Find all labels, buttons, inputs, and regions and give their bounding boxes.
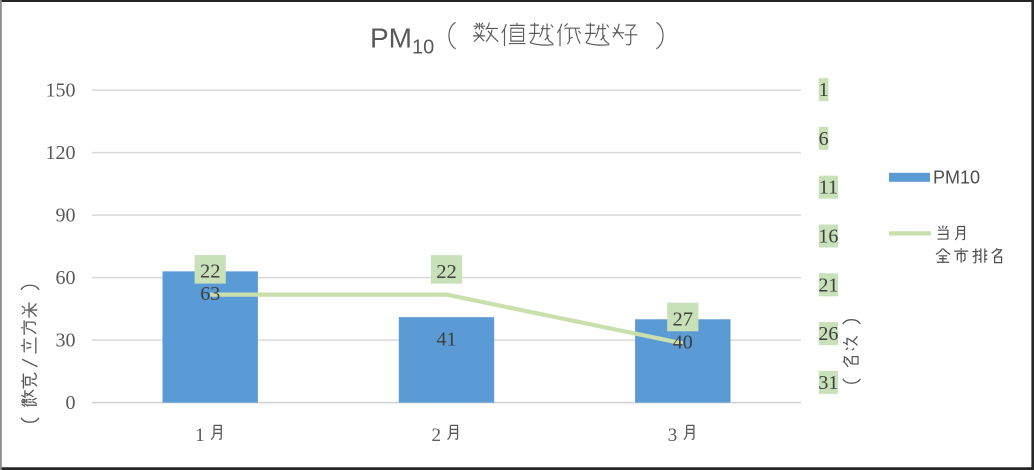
svg-text:11: 11 [819, 177, 838, 199]
svg-text:90: 90 [56, 205, 76, 227]
svg-text:6: 6 [819, 128, 829, 150]
svg-text:3: 3 [668, 425, 678, 446]
svg-text:27: 27 [673, 308, 694, 330]
svg-text:16: 16 [818, 226, 838, 248]
svg-text:22: 22 [436, 261, 457, 283]
svg-text:150: 150 [46, 80, 76, 102]
svg-text:120: 120 [46, 142, 76, 164]
svg-text:60: 60 [56, 267, 76, 289]
svg-text:26: 26 [818, 323, 838, 345]
svg-text:2: 2 [431, 425, 441, 446]
svg-text:PM10: PM10 [933, 168, 980, 188]
svg-text:1: 1 [819, 79, 829, 101]
svg-text:31: 31 [818, 372, 838, 394]
svg-text:1: 1 [195, 425, 205, 446]
svg-text:41: 41 [437, 329, 457, 351]
svg-text:0: 0 [66, 392, 76, 414]
svg-text:22: 22 [200, 261, 221, 283]
svg-text:63: 63 [200, 283, 220, 305]
svg-text:21: 21 [818, 274, 838, 296]
svg-text:30: 30 [56, 330, 76, 352]
svg-text:40: 40 [673, 332, 693, 354]
